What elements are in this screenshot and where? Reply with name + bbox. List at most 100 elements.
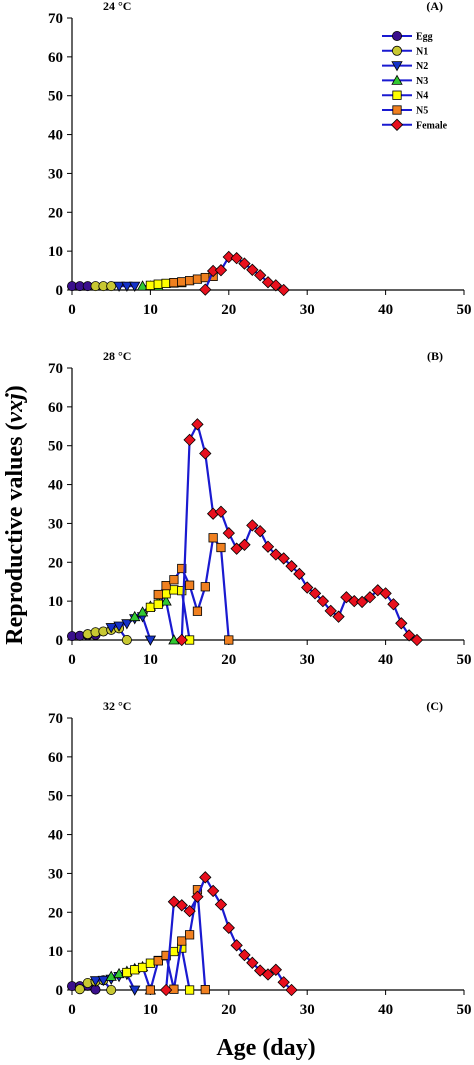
- series-n1: [90, 281, 117, 292]
- data-point: [106, 985, 117, 996]
- data-point: [308, 587, 322, 600]
- data-point: [121, 281, 133, 292]
- legend-marker: [391, 74, 403, 85]
- data-point: [144, 635, 157, 646]
- data-point: [285, 560, 298, 573]
- y-axis-label: Reproductive values (vxj): [2, 385, 28, 645]
- y-tick-label: 10: [48, 594, 63, 610]
- data-point: [410, 633, 424, 647]
- data-point: [269, 963, 283, 976]
- x-tick-label: 20: [221, 302, 236, 318]
- data-point: [222, 526, 235, 540]
- panel-2: 0 10 20 30 40 50 60 70 0 10 20 30 40 50 32 °C (C): [48, 699, 472, 1018]
- series-female: [159, 871, 298, 997]
- y-tick-label: 10: [48, 244, 63, 260]
- panel-title: 24 °C: [103, 0, 131, 13]
- y-tick-label: 30: [48, 866, 63, 882]
- data-point: [230, 251, 243, 265]
- data-point: [145, 280, 155, 290]
- x-tick-label: 10: [143, 1002, 158, 1018]
- y-tick-label: 70: [48, 11, 63, 27]
- data-point: [129, 985, 141, 996]
- data-point: [160, 595, 172, 606]
- y-tick-label: 70: [48, 711, 63, 727]
- x-tick-label: 40: [378, 652, 393, 668]
- legend-label: N5: [416, 106, 428, 117]
- data-point: [200, 582, 210, 592]
- panel-0: 0 10 20 30 40 50 60 70 0 10 20 30 40 50 24 °C (A) Egg N1 N…: [48, 0, 472, 318]
- data-point: [145, 602, 155, 612]
- data-point: [161, 589, 171, 599]
- series-n4: [145, 585, 195, 645]
- panel-1: 0 10 20 30 40 50 60 70 0 10 20 30 40 50 28 °C (B): [48, 349, 472, 668]
- data-point: [106, 281, 117, 292]
- y-tick-label: 40: [48, 478, 63, 494]
- data-point: [395, 617, 408, 630]
- data-point: [161, 581, 171, 591]
- x-axis-label: Age (day): [216, 1035, 315, 1061]
- data-point: [105, 970, 117, 981]
- data-point: [269, 279, 283, 292]
- x-tick-label: 40: [378, 302, 393, 318]
- data-point: [324, 604, 337, 618]
- data-point: [177, 586, 187, 596]
- data-point: [277, 283, 290, 297]
- data-point: [238, 257, 251, 270]
- legend-marker: [391, 45, 402, 56]
- x-tick-label: 0: [68, 1002, 76, 1018]
- data-point: [183, 904, 196, 918]
- series-female: [175, 418, 424, 647]
- data-point: [175, 899, 188, 912]
- data-point: [246, 263, 259, 276]
- panel-title: 32 °C: [103, 699, 131, 713]
- data-point: [113, 281, 125, 292]
- data-point: [355, 595, 369, 609]
- data-point: [191, 890, 204, 903]
- data-point: [153, 599, 163, 609]
- x-tick-label: 0: [68, 652, 76, 668]
- data-point: [293, 567, 306, 581]
- data-point: [161, 278, 171, 288]
- data-point: [169, 585, 179, 595]
- data-point: [153, 589, 163, 600]
- data-point: [261, 968, 275, 981]
- data-point: [129, 281, 141, 292]
- y-tick-label: 30: [48, 166, 63, 182]
- series-n1: [82, 623, 132, 646]
- data-point: [238, 948, 251, 962]
- data-point: [246, 519, 259, 532]
- x-tick-label: 50: [457, 1002, 472, 1018]
- data-point: [277, 552, 290, 565]
- data-point: [121, 635, 132, 646]
- y-tick-label: 60: [48, 50, 63, 66]
- data-point: [184, 580, 195, 590]
- y-tick-label: 30: [48, 516, 63, 532]
- x-tick-label: 0: [68, 302, 76, 318]
- data-point: [145, 958, 155, 968]
- x-tick-label: 50: [457, 652, 472, 668]
- y-tick-label: 50: [48, 789, 63, 805]
- data-point: [191, 418, 204, 431]
- legend-marker: [391, 30, 402, 41]
- y-tick-label: 0: [56, 633, 64, 649]
- data-point: [159, 983, 173, 997]
- data-point: [200, 985, 210, 995]
- legend-marker: [390, 118, 404, 131]
- legend-marker: [391, 61, 403, 72]
- data-point: [316, 594, 330, 608]
- data-point: [224, 635, 234, 645]
- y-tick-label: 50: [48, 89, 63, 105]
- data-point: [340, 591, 353, 604]
- data-point: [363, 591, 377, 604]
- data-point: [253, 964, 267, 977]
- data-point: [246, 956, 259, 969]
- data-point: [177, 277, 187, 287]
- data-point: [199, 447, 212, 460]
- data-point: [199, 871, 212, 884]
- data-point: [122, 967, 132, 978]
- legend-label: N4: [416, 91, 428, 102]
- y-tick-label: 20: [48, 555, 63, 571]
- legend-marker: [392, 90, 402, 100]
- data-point: [387, 598, 400, 611]
- y-tick-label: 40: [48, 828, 63, 844]
